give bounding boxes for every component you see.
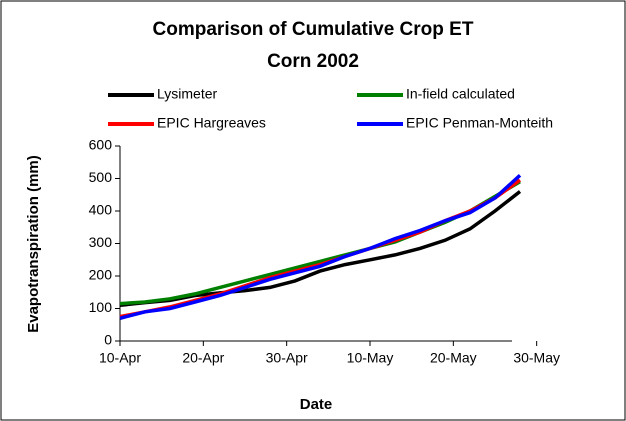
x-tick-label: 30-Apr — [266, 350, 308, 366]
x-tick-label: 20-Apr — [182, 350, 224, 366]
y-tick-label: 500 — [89, 169, 113, 185]
y-axis-title: Evapotranspiration (mm) — [25, 155, 42, 333]
legend-label: Lysimeter — [157, 86, 218, 102]
x-tick-label: 10-May — [347, 350, 394, 366]
series-line — [119, 174, 522, 320]
x-axis-title: Date — [300, 396, 333, 413]
legend-label: In-field calculated — [406, 86, 515, 102]
y-tick-label: 600 — [89, 137, 113, 153]
chart-subtitle: Corn 2002 — [267, 51, 359, 72]
y-tick-label: 0 — [104, 332, 112, 348]
y-tick-label: 100 — [89, 299, 113, 315]
y-tick-label: 400 — [89, 202, 113, 218]
x-tick-label: 30-May — [513, 350, 560, 366]
legend-label: EPIC Hargreaves — [157, 115, 266, 131]
y-tick-label: 300 — [89, 234, 113, 250]
legend-label: EPIC Penman-Monteith — [406, 115, 553, 131]
x-tick-label: 20-May — [430, 350, 477, 366]
x-tick-label: 10-Apr — [99, 350, 141, 366]
chart-title: Comparison of Cumulative Crop ET — [153, 19, 474, 40]
y-tick-label: 200 — [89, 267, 113, 283]
